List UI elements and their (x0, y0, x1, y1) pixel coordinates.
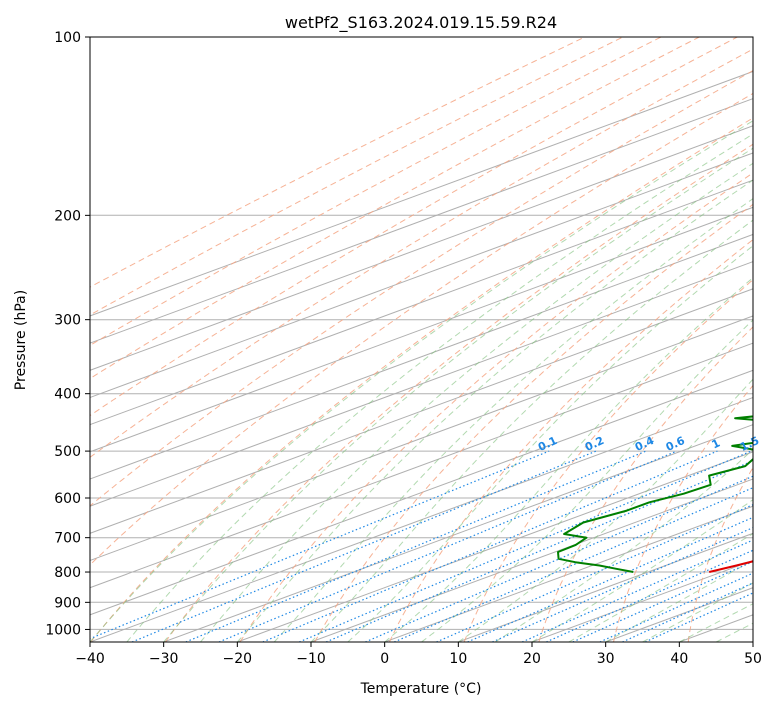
isotherm-line (90, 369, 753, 616)
x-tick-label: 30 (597, 651, 615, 667)
moist-adiabat-line (310, 219, 753, 642)
isotherm-line (90, 70, 753, 317)
y-tick-label: 700 (54, 531, 81, 547)
dewpoint-profile-line (557, 415, 753, 573)
dry-adiabat-line (613, 384, 753, 642)
axis-layer: −40 −30 −20 −10 0 10 20 30 40 50 100 200 300 400 500 60… (45, 30, 762, 667)
grid-layer (90, 37, 775, 642)
moist-adiabat-line (384, 277, 753, 642)
dry-adiabat-line (314, 203, 753, 642)
mixing-ratio-line (521, 539, 753, 642)
isotherm-line (90, 342, 753, 589)
moist-adiabat-line (494, 448, 753, 642)
dry-adiabat-line (90, 117, 753, 642)
y-tick-label: 1000 (45, 622, 81, 638)
x-tick-label: 40 (670, 651, 688, 667)
mixing-ratio-line (436, 504, 753, 642)
mixing-ratio-line (393, 487, 753, 642)
y-tick-label: 200 (54, 208, 81, 224)
dry-adiabat-line (538, 326, 753, 642)
dry-adiabat-line (90, 48, 753, 458)
isotherm-line (163, 424, 753, 642)
isotherm-line (90, 98, 753, 344)
dry-adiabat-line (90, 92, 753, 566)
dry-adiabat-line (388, 239, 753, 642)
x-tick-label: −40 (75, 651, 105, 667)
y-tick-label: 900 (54, 595, 81, 611)
moist-adiabat-line (531, 498, 753, 642)
dry-adiabat-line (463, 279, 753, 642)
mixing-ratio-line (298, 450, 752, 642)
isotherm-line (237, 451, 753, 642)
isotherm-line (458, 532, 753, 642)
y-tick-label: 400 (54, 387, 81, 403)
dry-adiabat-line (90, 37, 662, 346)
moist-adiabat-line (163, 147, 753, 642)
plot-frame (89, 36, 754, 643)
dry-adiabat-line (763, 37, 775, 642)
mixing-ratio-line (622, 582, 753, 642)
y-tick-label: 300 (54, 313, 81, 329)
moist-adiabat-line (200, 162, 753, 642)
moist-adiabat-line (458, 378, 753, 642)
y-tick-label: 100 (54, 30, 81, 46)
x-axis-title: Temperature (°C) (360, 681, 482, 697)
moist-adiabat-line (236, 179, 753, 642)
mixing-ratio-line (644, 592, 753, 642)
moist-adiabat-line (421, 319, 753, 642)
mixing-ratio-line (218, 450, 678, 642)
isotherm-line (310, 478, 753, 642)
y-tick-label: 800 (54, 565, 81, 581)
moist-adiabat-line (273, 198, 753, 642)
mixing-ratio-line (131, 450, 597, 642)
y-axis-title: Pressure (hPa) (13, 290, 29, 390)
mixing-ratio-line (185, 450, 647, 642)
dry-adiabat-line (90, 37, 700, 380)
moist-adiabat-line (126, 133, 753, 642)
chart-title: wetPf2_S163.2024.019.15.59.R24 (285, 13, 557, 33)
dry-adiabat-line (687, 466, 753, 642)
isotherm-line (90, 206, 753, 453)
moist-adiabat-line (347, 245, 753, 642)
dry-adiabat-line (90, 37, 738, 417)
x-tick-label: 50 (744, 651, 762, 667)
dry-adiabat-line (164, 143, 753, 642)
isotherm-line (90, 288, 753, 534)
dry-adiabat-line (90, 70, 753, 507)
x-tick-label: −10 (296, 651, 326, 667)
isotherm-line (90, 261, 753, 507)
y-tick-label: 600 (54, 491, 81, 507)
x-tick-label: 10 (449, 651, 467, 667)
isotherm-line (90, 233, 753, 480)
isotherm-line (752, 641, 753, 642)
mixing-ratio-line (262, 450, 718, 642)
mixing-ratio-line (546, 549, 753, 642)
x-tick-label: −20 (223, 651, 253, 667)
moist-adiabat-line (90, 120, 753, 642)
isotherm-line (90, 315, 753, 562)
y-tick-label: 500 (54, 444, 81, 460)
x-tick-label: 20 (523, 651, 541, 667)
series-layer (557, 415, 753, 573)
isotherm-line (384, 505, 753, 642)
x-tick-label: −30 (149, 651, 179, 667)
dry-adiabat-line (239, 172, 753, 642)
mixing-ratio-line (599, 572, 753, 642)
isotherm-line (90, 179, 753, 426)
mixing-ratio-line (325, 460, 753, 642)
x-tick-label: 0 (380, 651, 389, 667)
isotherm-line (90, 152, 753, 399)
